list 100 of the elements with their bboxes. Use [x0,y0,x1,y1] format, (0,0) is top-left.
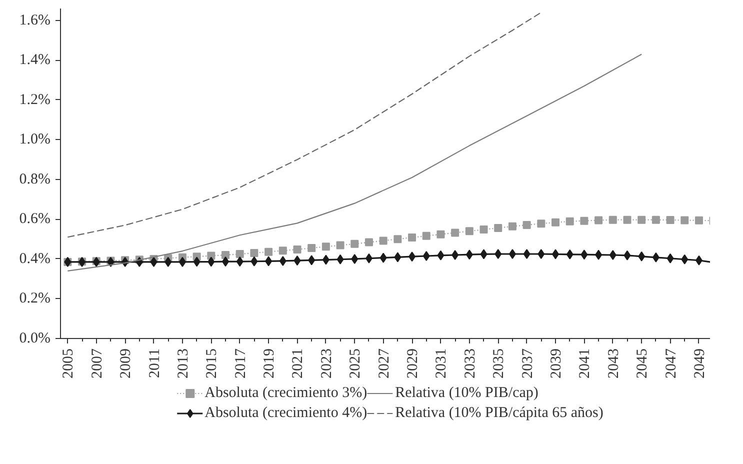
x-tick-label: 2049 [692,348,708,378]
point [480,249,488,260]
point [652,216,660,224]
x-tick-label: 2009 [118,348,134,378]
x-tick-label: 2011 [146,348,163,378]
x-tick-label: 2013 [175,348,192,378]
point [566,217,574,226]
point [695,255,702,266]
point [422,251,430,261]
point [580,216,588,225]
legend-label: Absoluta (crecimiento 3%) [204,384,368,402]
point [580,250,588,260]
point [336,241,344,250]
point [638,251,646,262]
y-tick-label: 0.4% [19,250,51,267]
x-tick-label: 2037 [520,348,536,378]
point [250,256,258,266]
y-tick-label: 1.4% [19,52,51,68]
point [694,216,703,224]
x-tick-label: 2043 [606,348,622,378]
point [494,249,502,260]
point [465,227,474,236]
x-tick-label: 2007 [89,348,106,378]
y-tick-label: 1.0% [19,132,51,148]
point [222,251,230,260]
x-tick-label: 2035 [491,348,508,378]
x-tick-label: 2021 [290,348,306,378]
point [436,230,445,238]
point [508,249,516,260]
point [680,216,689,224]
point [681,254,688,264]
point [279,256,286,266]
point [193,256,200,267]
point [523,249,530,260]
point [652,252,660,262]
point [308,255,316,266]
legend-label: Relativa (10% PIB/cap) [395,384,538,402]
point [379,236,388,245]
point [494,224,502,232]
point [250,249,258,258]
x-tick-label: 2031 [434,348,450,378]
point [451,228,460,237]
point [236,256,244,267]
y-tick-label: 0.6% [19,211,51,228]
y-tick-label: 1.2% [19,92,51,108]
x-tick-label: 2041 [577,348,594,378]
point [666,216,674,224]
point [264,248,273,256]
x-tick-label: 2017 [232,348,249,378]
point [351,254,358,264]
point [364,238,373,246]
line-series [67,12,542,238]
point [308,244,316,252]
point [422,232,430,240]
line-series [67,54,642,272]
y-tick-label: 1.6% [19,12,51,28]
point [537,220,546,228]
legend-label: Absoluta (crecimiento 4%) [204,404,368,422]
point [394,235,402,244]
y-tick-label: 0.2% [19,290,51,307]
point [294,256,301,266]
x-tick-label: 2045 [634,348,651,378]
point [522,220,531,229]
x-tick-label: 2039 [548,348,564,378]
x-tick-label: 2005 [60,348,77,378]
point [408,252,416,262]
x-tick-label: 2027 [376,348,392,378]
x-tick-label: 2015 [204,348,220,378]
point [623,216,632,224]
point [609,250,616,260]
point [236,250,244,258]
point [336,254,344,264]
point [538,249,545,260]
point [508,222,516,230]
x-tick-label: 2025 [348,348,364,378]
x-tick-label: 2023 [318,348,335,378]
point [480,226,488,234]
point [278,246,287,255]
point [466,250,473,260]
x-tick-label: 2033 [462,348,478,378]
point [208,256,215,267]
x-tick-label: 2047 [663,348,680,378]
point [380,252,387,263]
point [638,216,646,224]
point [150,256,158,267]
point [437,250,444,260]
point [265,256,272,266]
point [408,234,416,242]
point [552,218,560,226]
point [322,254,330,265]
y-tick-label: 0.8% [19,171,51,188]
point [566,249,574,260]
point [594,216,603,224]
point [666,253,674,264]
point [293,245,302,254]
point [164,256,172,267]
point [624,250,631,260]
point [365,253,372,264]
x-tick-label: 2029 [405,348,422,378]
point [608,216,617,224]
